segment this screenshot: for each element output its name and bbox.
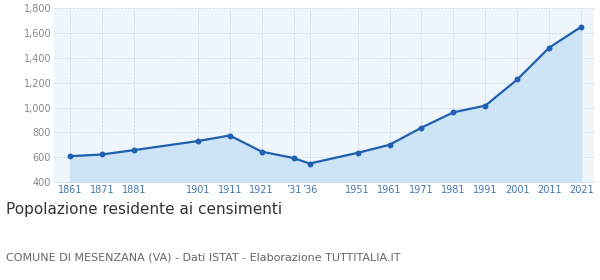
Point [257, 150, 266, 154]
Point [225, 133, 235, 138]
Point [481, 103, 490, 108]
Point [416, 125, 426, 130]
Point [512, 77, 522, 82]
Point [193, 139, 203, 143]
Point [289, 156, 298, 160]
Point [65, 154, 75, 158]
Point [544, 45, 554, 50]
Point [577, 25, 586, 29]
Point [385, 143, 394, 147]
Text: Popolazione residente ai censimenti: Popolazione residente ai censimenti [6, 202, 282, 217]
Point [305, 161, 314, 166]
Point [97, 152, 107, 157]
Point [353, 151, 362, 155]
Text: COMUNE DI MESENZANA (VA) - Dati ISTAT - Elaborazione TUTTITALIA.IT: COMUNE DI MESENZANA (VA) - Dati ISTAT - … [6, 252, 401, 262]
Point [449, 110, 458, 115]
Point [129, 148, 139, 152]
